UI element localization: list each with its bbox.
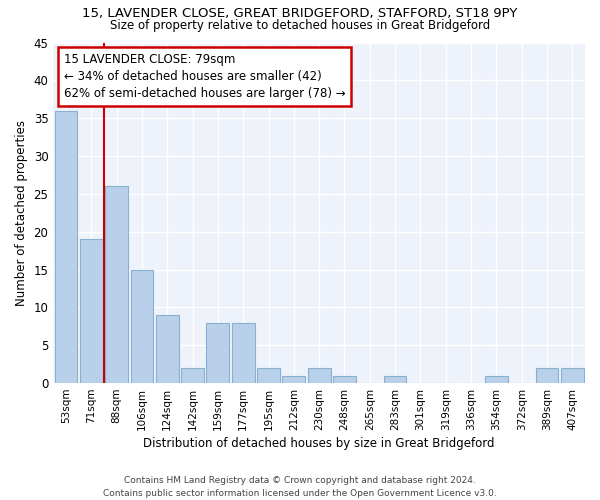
Bar: [55, 110, 77, 383]
Bar: [333, 376, 356, 383]
Bar: [80, 240, 103, 383]
Bar: [131, 270, 154, 383]
Text: Contains HM Land Registry data © Crown copyright and database right 2024.
Contai: Contains HM Land Registry data © Crown c…: [103, 476, 497, 498]
Bar: [283, 376, 305, 383]
X-axis label: Distribution of detached houses by size in Great Bridgeford: Distribution of detached houses by size …: [143, 437, 495, 450]
Bar: [384, 376, 406, 383]
Bar: [156, 315, 179, 383]
Bar: [105, 186, 128, 383]
Bar: [536, 368, 559, 383]
Bar: [485, 376, 508, 383]
Bar: [561, 368, 584, 383]
Text: 15 LAVENDER CLOSE: 79sqm
← 34% of detached houses are smaller (42)
62% of semi-d: 15 LAVENDER CLOSE: 79sqm ← 34% of detach…: [64, 52, 346, 100]
Bar: [232, 322, 254, 383]
Bar: [206, 322, 229, 383]
Bar: [181, 368, 204, 383]
Bar: [308, 368, 331, 383]
Text: 15, LAVENDER CLOSE, GREAT BRIDGEFORD, STAFFORD, ST18 9PY: 15, LAVENDER CLOSE, GREAT BRIDGEFORD, ST…: [82, 8, 518, 20]
Y-axis label: Number of detached properties: Number of detached properties: [15, 120, 28, 306]
Bar: [257, 368, 280, 383]
Text: Size of property relative to detached houses in Great Bridgeford: Size of property relative to detached ho…: [110, 19, 490, 32]
